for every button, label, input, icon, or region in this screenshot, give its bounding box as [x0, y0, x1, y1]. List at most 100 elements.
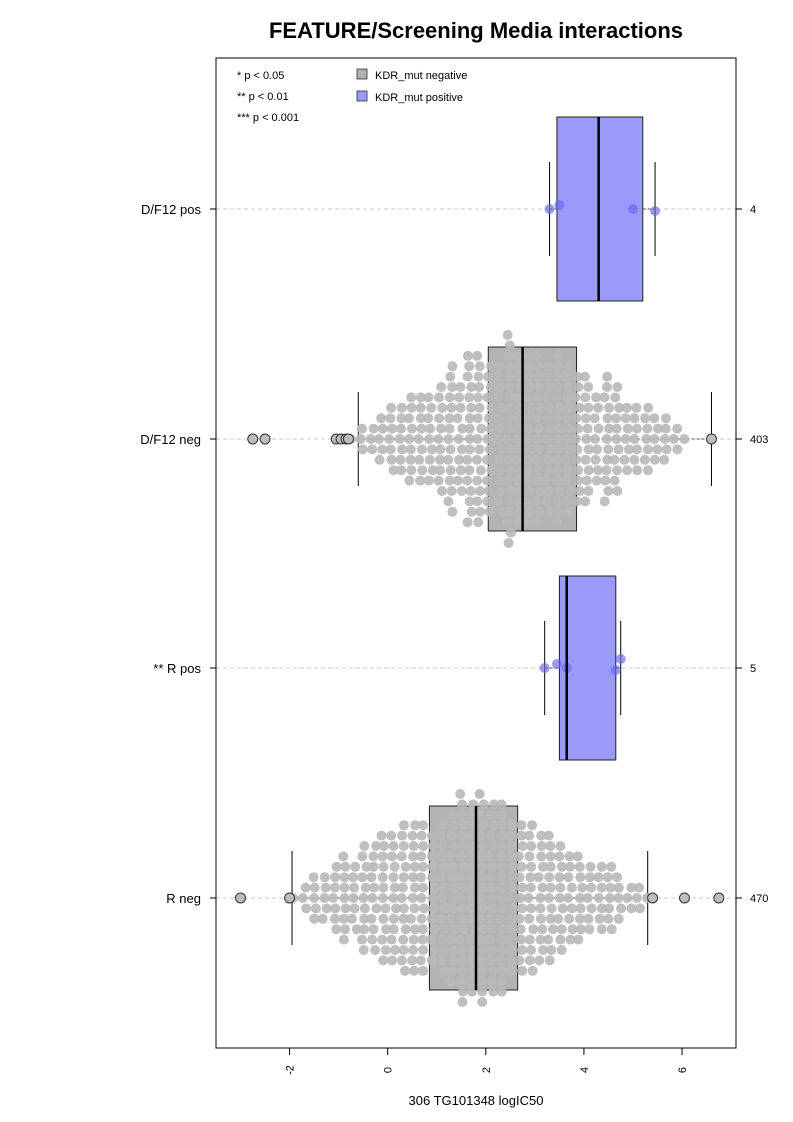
data-point [565, 934, 576, 945]
data-point [583, 382, 594, 392]
data-point [476, 882, 487, 893]
data-point [331, 924, 342, 935]
data-point [572, 444, 583, 455]
data-point [474, 382, 485, 392]
data-point [434, 413, 445, 424]
data-point [555, 402, 566, 413]
data-point [516, 830, 527, 841]
data-point [536, 851, 547, 862]
data-point [557, 903, 568, 914]
data-point [436, 423, 447, 434]
chart-title: FEATURE/Screening Media interactions [269, 18, 683, 43]
data-point [521, 413, 532, 424]
data-point [525, 402, 536, 413]
data-point [482, 434, 493, 444]
data-point [428, 893, 439, 903]
x-tick-label: 2 [481, 1067, 493, 1073]
data-point [447, 965, 458, 976]
data-point [497, 965, 508, 976]
data-point [593, 872, 604, 883]
data-point [506, 444, 517, 455]
data-point [601, 465, 612, 476]
data-point [398, 945, 409, 955]
data-point [571, 413, 582, 424]
data-point [613, 444, 624, 455]
data-point [611, 872, 622, 883]
data-point [488, 965, 499, 976]
data-point [524, 913, 535, 924]
data-point [679, 434, 690, 444]
data-point [472, 475, 483, 486]
data-point [502, 475, 513, 486]
data-point [457, 997, 468, 1007]
data-point [564, 851, 575, 862]
data-point [507, 841, 518, 851]
data-point [347, 872, 358, 883]
data-point [642, 465, 653, 476]
data-point [517, 945, 528, 955]
data-point [486, 893, 497, 903]
data-point [652, 423, 663, 434]
data-point [484, 506, 495, 517]
data-point [426, 851, 437, 862]
data-point [546, 903, 557, 914]
data-point [505, 486, 516, 496]
data-point [560, 371, 571, 382]
data-point [551, 371, 562, 382]
data-point [369, 882, 380, 893]
data-point [449, 924, 460, 935]
data-point [301, 903, 312, 914]
data-point [544, 204, 555, 214]
data-point [571, 454, 582, 465]
data-point [466, 893, 477, 903]
data-point [409, 965, 420, 976]
data-point [398, 903, 409, 914]
data-point [496, 955, 507, 966]
data-point [604, 893, 615, 903]
data-point [496, 934, 507, 945]
data-point [561, 475, 572, 486]
data-point [527, 965, 538, 976]
data-point [514, 872, 525, 883]
data-point [484, 830, 495, 841]
data-point [660, 423, 671, 434]
data-point [425, 934, 436, 945]
data-point [536, 830, 547, 841]
data-point [565, 861, 576, 872]
data-point [563, 361, 574, 372]
data-point [583, 913, 594, 924]
data-point [565, 486, 576, 496]
data-point [426, 955, 437, 966]
data-point [524, 382, 535, 392]
data-point [455, 465, 466, 476]
data-point [543, 413, 554, 424]
data-point [397, 444, 408, 455]
data-point [462, 371, 473, 382]
data-point [443, 434, 454, 444]
data-point [457, 913, 468, 924]
data-point [447, 861, 458, 872]
data-point [545, 882, 556, 893]
data-point [521, 496, 532, 507]
data-point [386, 830, 397, 841]
data-point [328, 893, 339, 903]
data-point [455, 893, 466, 903]
data-point [575, 872, 586, 883]
data-point [668, 434, 679, 444]
data-point [522, 517, 533, 528]
data-point [415, 402, 426, 413]
data-point [545, 423, 556, 434]
data-point [615, 654, 626, 664]
data-point [603, 903, 614, 914]
data-point [409, 882, 420, 893]
data-point [611, 423, 622, 434]
data-point [439, 882, 450, 893]
data-point [426, 444, 437, 455]
data-point [565, 506, 576, 517]
data-point [606, 861, 617, 872]
data-point [544, 382, 555, 392]
data-point [603, 486, 614, 496]
data-point [593, 893, 604, 903]
data-point [484, 934, 495, 945]
